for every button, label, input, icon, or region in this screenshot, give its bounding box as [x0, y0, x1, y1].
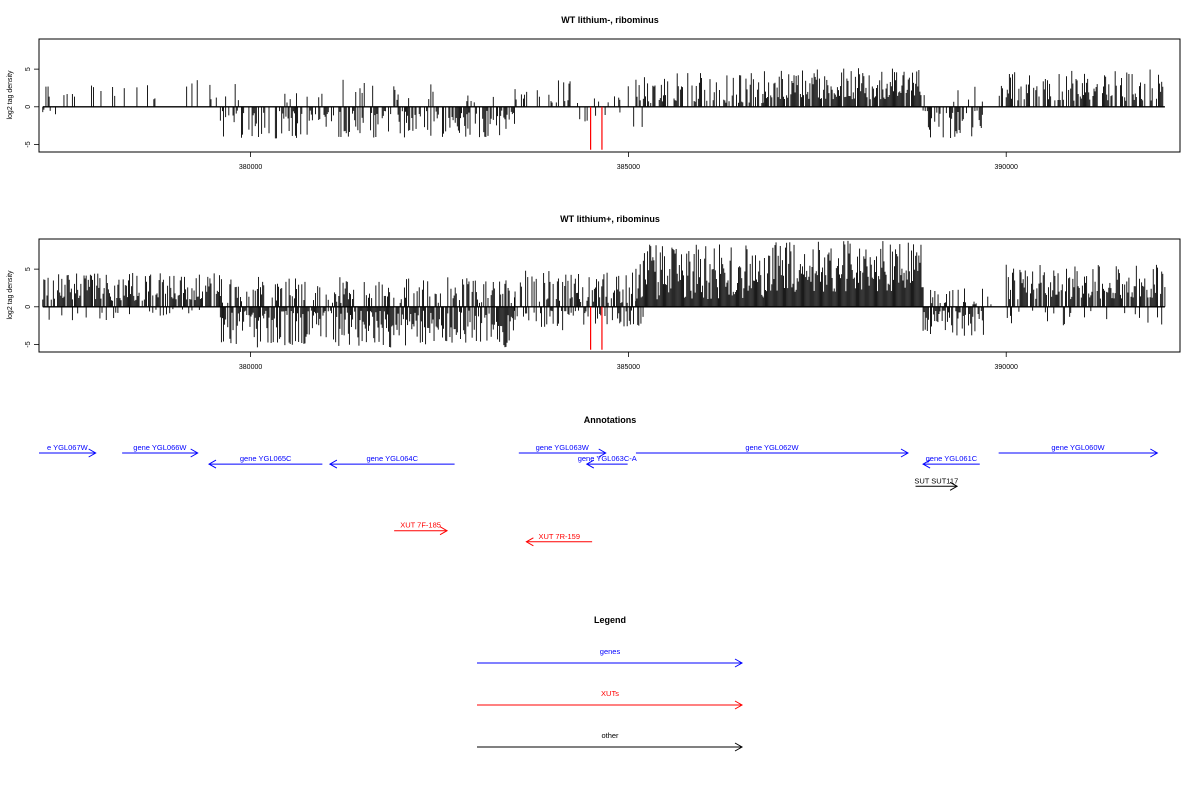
feature-label: gene YGL063W [536, 443, 590, 452]
arrowhead-icon [1150, 448, 1159, 458]
feature-label: XUT 7R-159 [538, 532, 580, 541]
bar-series [42, 68, 1165, 150]
feature-gene-ygl061c: gene YGL061C [922, 454, 980, 469]
feature-label: gene YGL066W [133, 443, 187, 452]
arrowhead-icon [949, 481, 959, 491]
feature-gene-ygl065c: gene YGL065C [208, 454, 323, 469]
y-tick-label: 5 [25, 67, 32, 71]
x-tick-label: 390000 [995, 164, 1018, 171]
x-tick-label: 390000 [995, 364, 1018, 371]
bar-series [42, 240, 1166, 350]
arrowhead-icon [88, 448, 97, 458]
chart-title: WT lithium-, ribominus [561, 15, 659, 25]
arrowhead-icon [439, 526, 449, 536]
y-tick-label: -5 [25, 141, 32, 147]
chart-panel-lithium-minus: WT lithium-, ribominus log2 tag density … [7, 15, 1181, 171]
feature-label: gene YGL060W [1051, 443, 1105, 452]
feature-gene-ygl062w: gene YGL062W [635, 443, 909, 458]
y-axis-label: log2 tag density [7, 270, 14, 320]
feature-gene-ygl064c: gene YGL064C [328, 454, 455, 469]
y-axis: -5 0 5 [25, 67, 39, 148]
feature-gene-ygl063c-a: gene YGL063C-A [578, 454, 637, 469]
x-tick-label: 380000 [239, 164, 262, 171]
feature-label: gene YGL062W [745, 443, 799, 452]
arrowhead-icon [190, 448, 199, 458]
legend-title: Legend [594, 615, 626, 625]
arrowhead-icon [922, 459, 931, 469]
plot-frame [38, 238, 1181, 353]
legend-label: genes [600, 647, 621, 656]
feature-gene-ygl066w: gene YGL066W [122, 443, 199, 458]
legend: Legend genes XUTs other [477, 615, 744, 752]
y-axis-label: log2 tag density [7, 70, 14, 120]
feature-label: gene YGL061C [926, 454, 978, 463]
chart-title: WT lithium+, ribominus [560, 214, 660, 224]
feature-xut-7f-185: XUT 7F-185 [394, 521, 449, 536]
y-tick-label: -5 [25, 341, 32, 347]
arrowhead-icon [208, 459, 217, 469]
arrowhead-icon [734, 700, 744, 710]
legend-label: other [601, 731, 619, 740]
arrowhead-icon [328, 459, 338, 469]
feature-label: e YGL067W [47, 443, 89, 452]
feature-e-ygl067w: e YGL067W [39, 443, 97, 458]
x-tick-label: 385000 [617, 164, 640, 171]
legend-items: genes XUTs other [477, 647, 744, 752]
x-axis: 380000 385000 390000 [239, 352, 1018, 371]
y-tick-label: 0 [25, 305, 32, 309]
arrowhead-icon [734, 742, 744, 752]
feature-label: XUT 7F-185 [400, 521, 441, 530]
y-tick-label: 0 [25, 105, 32, 109]
feature-list: e YGL067W gene YGL066W gene YGL065C gene YG… [39, 443, 1159, 547]
feature-label: gene YGL063C-A [578, 454, 637, 463]
feature-xut-7r-159: XUT 7R-159 [525, 532, 593, 547]
annotations-track: Annotations e YGL067W gene YGL066W gene YG… [39, 415, 1159, 547]
x-axis: 380000 385000 390000 [239, 152, 1018, 171]
arrowhead-icon [900, 448, 909, 458]
legend-item-genes: genes [477, 647, 744, 668]
feature-gene-ygl060w: gene YGL060W [998, 443, 1159, 458]
legend-label: XUTs [601, 689, 619, 698]
feature-label: gene YGL064C [366, 454, 418, 463]
chart-panel-lithium-plus: WT lithium+, ribominus log2 tag density … [7, 214, 1181, 371]
annotations-title: Annotations [584, 415, 637, 425]
arrowhead-icon [525, 537, 534, 547]
x-tick-label: 385000 [617, 364, 640, 371]
arrowhead-icon [598, 448, 607, 458]
plot-frame [38, 38, 1181, 153]
x-tick-label: 380000 [239, 364, 262, 371]
legend-item-other: other [477, 731, 744, 752]
feature-sut-sut117: SUT SUT117 [914, 476, 959, 491]
y-axis: -5 0 5 [25, 267, 39, 348]
feature-label: SUT SUT117 [914, 476, 958, 485]
feature-label: gene YGL065C [240, 454, 292, 463]
arrowhead-icon [585, 459, 595, 469]
y-tick-label: 5 [25, 267, 32, 271]
feature-gene-ygl063w: gene YGL063W [518, 443, 607, 458]
arrowhead-icon [734, 658, 744, 668]
legend-item-xuts: XUTs [477, 689, 744, 710]
